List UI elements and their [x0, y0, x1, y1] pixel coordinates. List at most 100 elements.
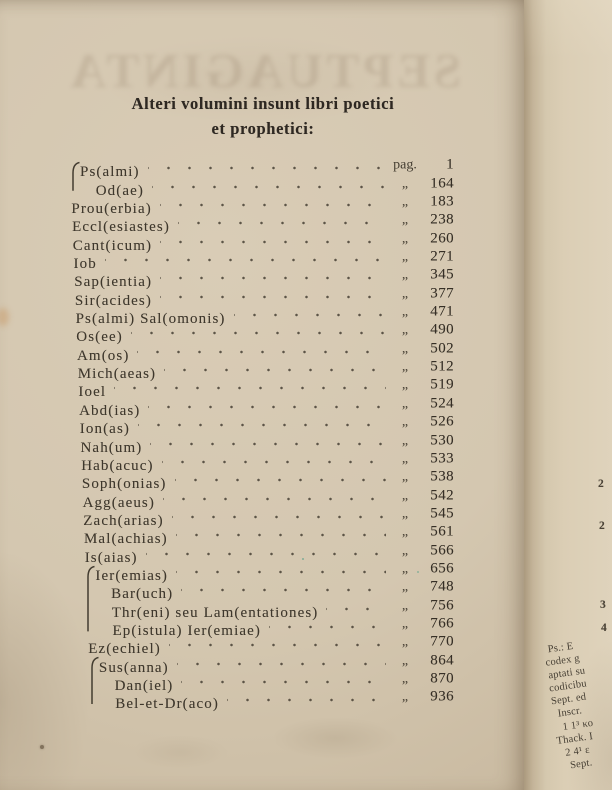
toc-row: Od(ae) „ 164: [62, 174, 454, 199]
toc-row: Soph(onias) „ 538: [62, 468, 454, 493]
page-number: 377: [430, 285, 454, 302]
page-ref: „ 183: [390, 193, 454, 212]
toc-row: Os(ee) „ 490: [62, 321, 454, 346]
page-ref: „ 530: [390, 431, 454, 450]
dot-leader: [160, 268, 386, 287]
page-ref: „ 936: [390, 688, 454, 707]
book-name: Ier(emias): [95, 567, 169, 584]
page-mark: „: [401, 488, 409, 504]
page-number: 271: [430, 248, 454, 265]
toc-row: Dan(iel) „ 870: [62, 670, 454, 694]
page-number: 542: [430, 487, 454, 504]
book-name: Bar(uch): [111, 586, 174, 603]
group-brace: [87, 565, 96, 632]
dot-leader: [176, 653, 386, 672]
page-title: Alteri volumini insunt libri poetici et …: [52, 91, 474, 141]
toc-row: Eccl(esiastes) „ 238: [62, 211, 454, 236]
dot-leader: [177, 213, 386, 232]
page-ref: „ 542: [390, 486, 454, 505]
page-ref: „ 524: [390, 394, 454, 413]
page-mark: „: [401, 341, 409, 357]
page-number: 656: [430, 560, 454, 577]
page-mark: „: [401, 469, 409, 485]
book-name: Thr(eni) seu Lam(entationes): [111, 604, 319, 621]
toc-row: Prou(erbia) „ 183: [62, 193, 454, 218]
toc-row: Ier(emias) „ 656: [62, 559, 454, 584]
left-page: SEPTUAGINTA Alteri volumini insunt libri…: [0, 0, 525, 790]
page-ref: „ 756: [390, 596, 454, 615]
toc-row: Abd(ias) „ 524: [62, 394, 454, 419]
title-line-1: Alteri volumini insunt libri poetici: [131, 94, 395, 113]
page-mark: „: [401, 176, 409, 192]
dot-leader: [148, 396, 386, 415]
page-mark: „: [401, 579, 409, 595]
dot-leader: [268, 616, 386, 635]
page-ref: „ 502: [390, 339, 454, 358]
page-mark: „: [401, 598, 409, 614]
page-mark: „: [401, 396, 409, 412]
page-mark: „: [401, 671, 409, 687]
page-number: 756: [430, 597, 454, 614]
book-name: Os(ee): [76, 329, 123, 346]
page-ref: „ 864: [390, 651, 454, 670]
toc-row: Hab(acuc) „ 533: [62, 449, 454, 474]
page-number: 526: [430, 413, 454, 430]
page-ref: „ 656: [390, 559, 454, 578]
book-name: Ez(echiel): [88, 641, 161, 658]
dot-leader: [159, 194, 386, 214]
dot-leader: [174, 469, 386, 489]
toc-row: Bar(uch) „ 748: [62, 579, 454, 603]
page-ref: „ 271: [390, 248, 454, 267]
page-number: 545: [430, 505, 454, 522]
toc-row: Bel-et-Dr(aco) „ 936: [62, 688, 454, 713]
page-mark: „: [401, 689, 409, 705]
page-ref: „ 561: [390, 523, 454, 542]
page-number: 870: [430, 670, 454, 687]
toc-row: Is(aias) „ 566: [62, 542, 454, 566]
dot-leader: [326, 598, 386, 617]
page-mark: „: [401, 451, 409, 467]
toc-row: Thr(eni) seu Lam(entationes) „ 756: [62, 596, 454, 621]
page-number: 502: [430, 340, 454, 357]
marginal-number: 4: [601, 622, 607, 634]
page-number: 538: [430, 468, 454, 485]
page-ref: „ 538: [390, 468, 454, 487]
page-number: 238: [430, 211, 454, 228]
page-number: 530: [430, 432, 454, 448]
page-mark: „: [401, 194, 409, 210]
marginal-number: 2: [598, 478, 604, 490]
book-name: Nah(um): [80, 439, 143, 456]
dot-leader: [151, 176, 386, 195]
page-ref: „ 164: [390, 174, 454, 193]
page-number: 1: [446, 156, 454, 173]
page-number: 260: [430, 230, 454, 247]
page-mark: „: [401, 561, 409, 577]
page-mark: „: [401, 249, 409, 265]
page-ref: „ 260: [390, 229, 454, 248]
toc-row: Sir(acides) „ 377: [62, 285, 454, 309]
dot-leader: [137, 341, 386, 360]
page-mark: „: [401, 231, 409, 247]
page-number: 770: [430, 633, 454, 650]
page-ref: „ 533: [390, 449, 454, 468]
toc-list: Ps(almi) pag. 1 Od(ae) „ 164 Prou(erbia)…: [62, 156, 454, 713]
dot-leader: [176, 561, 386, 580]
book-name: Sus(anna): [98, 659, 169, 676]
page-mark: „: [401, 634, 409, 650]
book-name: Am(os): [77, 347, 130, 364]
dot-leader: [150, 433, 386, 452]
page-number: 936: [430, 688, 454, 705]
page-number: 561: [430, 523, 454, 540]
dot-leader: [181, 671, 386, 690]
toc-row: Zach(arias) „ 545: [62, 505, 454, 529]
book-name: Soph(onias): [81, 476, 167, 493]
page-ref: „ 238: [390, 211, 454, 230]
paper-speck: [40, 745, 44, 749]
book-name: Ion(as): [79, 421, 130, 438]
dot-leader: [147, 158, 386, 177]
page-number: 490: [430, 321, 454, 338]
page-ref: „ 526: [390, 413, 454, 432]
page-number: 183: [430, 193, 454, 210]
